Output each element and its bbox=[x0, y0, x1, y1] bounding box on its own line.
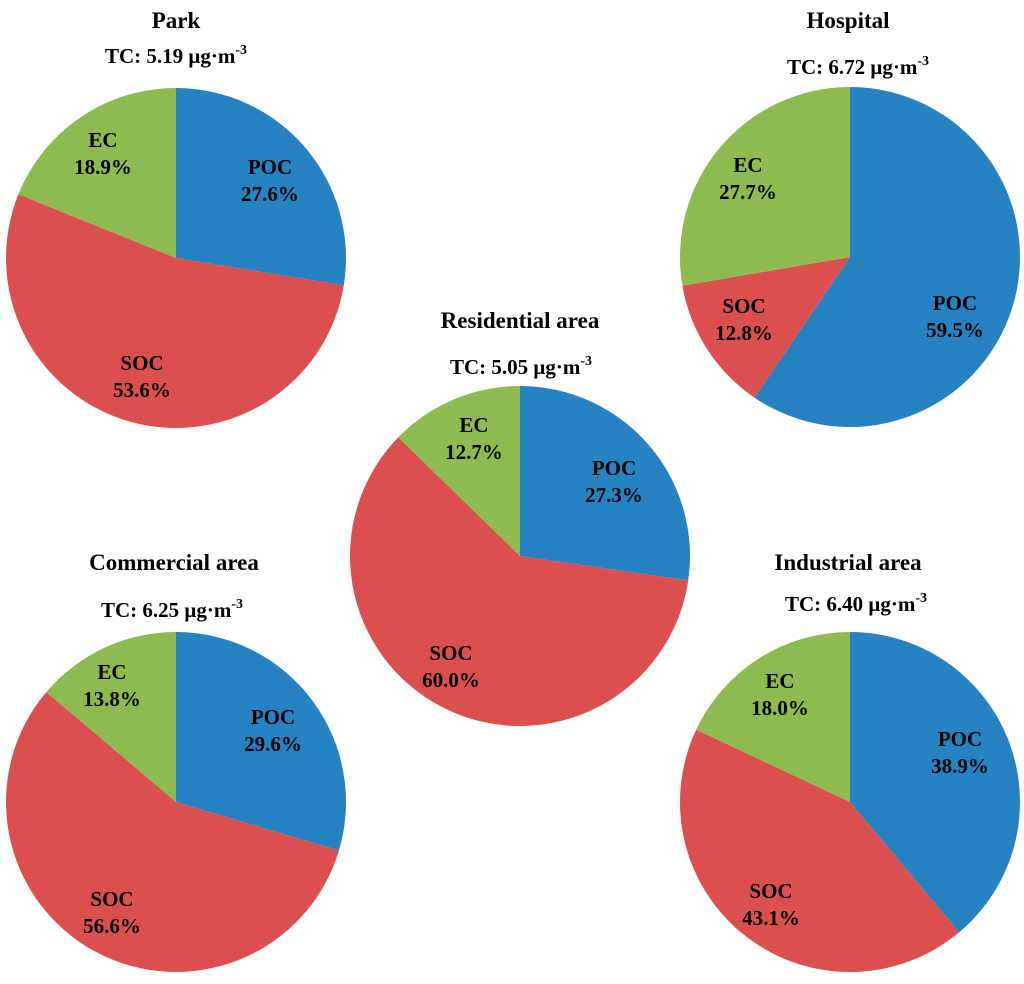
slice-park-soc bbox=[5, 194, 344, 429]
slice-park-poc bbox=[176, 88, 346, 286]
slice-hospital-soc bbox=[682, 257, 850, 398]
pie-tc-residential-area: TC: 5.05 μg·m-3 bbox=[450, 354, 592, 379]
pie-title-hospital: Hospital bbox=[806, 8, 889, 33]
pie-hospital: Hospital TC: 6.72 μg·m-3 POC 59.5% SOC 12.8% E… bbox=[679, 8, 1021, 427]
pie-tc-commercial-area: TC: 6.25 μg·m-3 bbox=[101, 597, 243, 622]
slice-label-commercial-area-poc: POC 29.6% bbox=[244, 705, 302, 756]
slice-label-residential-area-soc: SOC 60.0% bbox=[422, 641, 480, 692]
pie-title-residential-area: Residential area bbox=[441, 308, 600, 333]
pie-park: Park TC: 5.19 μg·m-3 POC 27.6% SOC 53.6% EC 18.… bbox=[5, 8, 346, 429]
slice-label-residential-area-poc: POC 27.3% bbox=[585, 456, 643, 507]
slice-label-park-poc: POC 27.6% bbox=[241, 155, 299, 206]
pie-tc-park: TC: 5.19 μg·m-3 bbox=[105, 43, 247, 68]
slice-label-park-soc: SOC 53.6% bbox=[113, 351, 171, 402]
slice-residential-area-ec bbox=[398, 386, 520, 556]
slice-residential-area-soc bbox=[350, 437, 689, 726]
pie-industrial-area: Industrial area TC: 6.40 μg·m-3 POC 38.9% SO… bbox=[680, 550, 1020, 972]
slice-hospital-ec bbox=[679, 87, 850, 286]
pie-title-park: Park bbox=[152, 8, 201, 33]
slice-label-residential-area-ec: EC 12.7% bbox=[445, 413, 503, 464]
slice-residential-area-poc bbox=[520, 386, 691, 581]
slice-label-park-ec: EC 18.9% bbox=[74, 128, 132, 179]
slice-label-industrial-area-ec: EC 18.0% bbox=[751, 669, 809, 720]
slice-industrial-area-ec bbox=[696, 632, 850, 802]
pie-title-commercial-area: Commercial area bbox=[89, 550, 259, 575]
slice-label-industrial-area-poc: POC 38.9% bbox=[931, 727, 989, 778]
pie-residential-area: Residential area TC: 5.05 μg·m-3 POC 27.3% S… bbox=[350, 308, 691, 726]
slice-commercial-area-poc bbox=[176, 632, 347, 851]
slice-label-hospital-poc: POC 59.5% bbox=[926, 291, 984, 342]
pie-title-industrial-area: Industrial area bbox=[774, 550, 922, 575]
slice-label-hospital-soc: SOC 12.8% bbox=[715, 294, 773, 345]
slice-industrial-area-soc bbox=[680, 729, 960, 972]
slice-commercial-area-ec bbox=[46, 632, 176, 802]
slice-industrial-area-poc bbox=[850, 632, 1020, 933]
slice-label-industrial-area-soc: SOC 43.1% bbox=[742, 879, 800, 930]
slice-label-hospital-ec: EC 27.7% bbox=[719, 153, 777, 204]
pie-commercial-area: Commercial area TC: 6.25 μg·m-3 POC 29.6% SO… bbox=[6, 550, 347, 972]
pie-tc-hospital: TC: 6.72 μg·m-3 bbox=[787, 54, 929, 79]
slice-park-ec bbox=[18, 87, 176, 258]
slice-label-commercial-area-soc: SOC 56.6% bbox=[83, 887, 141, 938]
slice-hospital-poc bbox=[754, 87, 1021, 427]
pie-tc-industrial-area: TC: 6.40 μg·m-3 bbox=[785, 591, 927, 616]
slice-commercial-area-soc bbox=[6, 692, 339, 972]
slice-label-commercial-area-ec: EC 13.8% bbox=[83, 660, 141, 711]
